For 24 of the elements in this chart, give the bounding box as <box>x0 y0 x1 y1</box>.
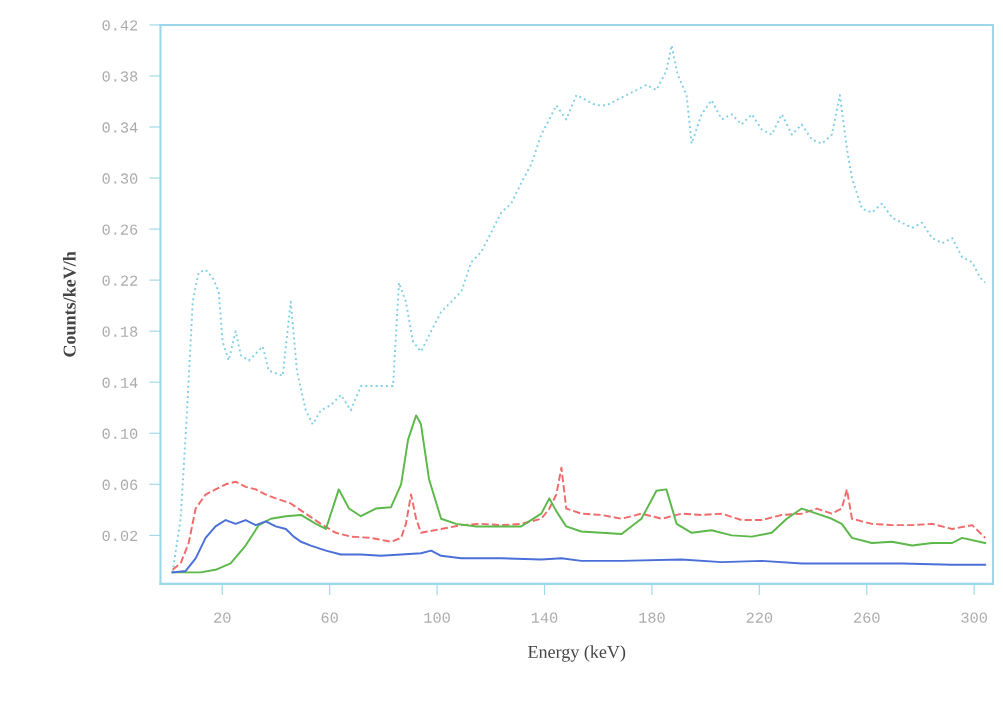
y-tick-label: 0.18 <box>102 326 138 337</box>
line-series <box>171 466 987 571</box>
y-tick-label: 0.02 <box>102 530 138 542</box>
x-tick-label: 260 <box>854 612 880 623</box>
x-tick-label: 300 <box>961 612 987 623</box>
line-series <box>171 519 987 574</box>
x-tick-label: 20 <box>214 612 231 623</box>
y-tick-label: 0.06 <box>102 479 138 490</box>
x-tick-label: 60 <box>321 612 338 623</box>
x-axis-title: Energy (keV) <box>528 645 626 662</box>
x-tick-label: 220 <box>746 612 773 623</box>
y-axis-title: Counts/keV/h <box>62 251 76 357</box>
line-series <box>171 44 987 574</box>
y-tick-label: 0.38 <box>102 71 138 82</box>
x-tick-label: 180 <box>639 612 665 623</box>
x-tick-label: 140 <box>531 612 558 623</box>
x-tick-label: 100 <box>424 612 450 623</box>
y-tick-label: 0.30 <box>102 173 138 184</box>
y-tick-label: 0.22 <box>102 275 138 286</box>
y-tick-label: 0.14 <box>102 377 138 388</box>
y-tick-label: 0.10 <box>102 428 138 439</box>
y-tick-label: 0.26 <box>102 224 138 235</box>
y-tick-label: 0.34 <box>102 122 138 133</box>
y-tick-label: 0.42 <box>102 20 138 31</box>
